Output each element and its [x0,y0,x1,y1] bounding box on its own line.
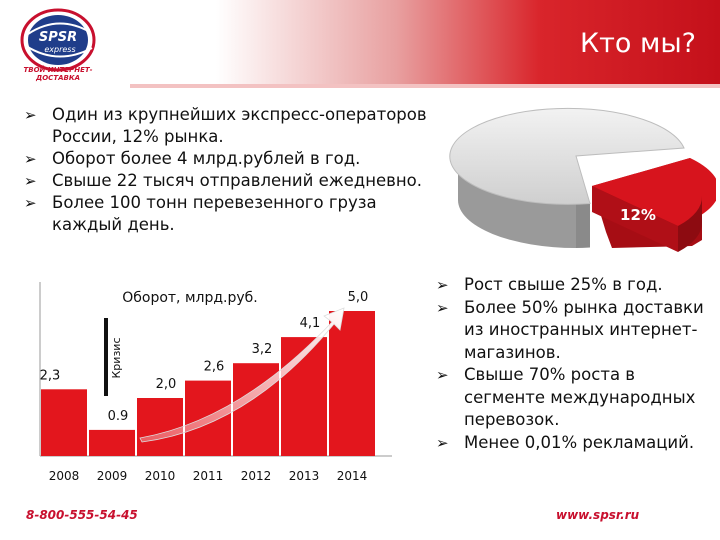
arrow-bullet-icon: ➢ [436,276,449,294]
arrow-bullet-icon: ➢ [24,194,37,212]
value-label: 5,0 [348,290,369,305]
list-item: ➢ Свыше 22 тысяч отправлений ежедневно. [24,171,422,190]
x-tick-label: 2014 [337,469,368,483]
bar-2014 [329,311,375,456]
list-item: ➢ Один из крупнейших экспресс-операторов … [24,105,427,146]
x-tick-label: 2013 [289,469,320,483]
value-label: 4,1 [300,316,321,331]
arrow-bullet-icon: ➢ [24,172,37,190]
x-tick-label: 2012 [241,469,272,483]
list-item: ➢ Рост свыше 25% в год. [436,274,716,297]
footer-phone[interactable]: 8-800-555-54-45 [26,508,138,522]
bar-2009 [89,429,135,456]
logo-caption: ТВОЙ ИНТЕРНЕТ-ДОСТАВКА [23,66,93,82]
left-bullet-list: ➢ Один из крупнейших экспресс-операторов … [24,104,434,236]
market-share-pie: 12% [449,107,716,252]
turnover-bar-chart: Кризис Оборот, млрд.руб. 2008 2009 2010 201… [39,282,392,483]
footer-url-link[interactable]: www.spsr.ru [556,508,640,522]
value-label: 2,6 [204,360,225,375]
arrow-bullet-icon: ➢ [24,106,37,124]
arrow-bullet-icon: ➢ [436,298,449,317]
svg-text:SPSR: SPSR [39,30,77,45]
x-tick-label: 2008 [49,469,80,483]
bar-2008 [41,389,87,456]
header-banner [0,0,720,88]
list-item: ➢ Свыше 70% роста в сегменте международны… [436,365,696,429]
x-axis-labels: 2008 2009 2010 2011 2012 2013 2014 [49,469,368,483]
crisis-marker [104,318,108,396]
arrow-bullet-icon: ➢ [24,150,37,168]
x-tick-label: 2011 [193,469,224,483]
bar-2010 [137,398,183,456]
list-item: ➢ Более 100 тонн перевезенного груза кажд… [24,193,377,234]
x-tick-label: 2010 [145,469,176,483]
growth-arrow-icon [139,307,345,443]
right-bullet-list: ➢ Рост свыше 25% в год. ➢ Более 50% рынка … [436,274,716,454]
arrow-bullet-icon: ➢ [436,433,449,452]
list-item: ➢ Менее 0,01% рекламаций. [436,432,716,455]
crisis-annotation: Кризис [110,338,123,379]
list-item: ➢ Более 50% рынка доставки из иностранных… [436,297,704,362]
value-label: 2,3 [40,368,61,383]
spsr-logo: SPSR express [20,8,96,72]
page-title: Кто мы? [579,28,696,59]
chart-title: Оборот, млрд.руб. [122,290,258,306]
list-item: ➢ Оборот более 4 млрд.рублей в год. [24,149,361,168]
value-label: 2,0 [156,377,177,392]
svg-text:express: express [44,45,75,54]
value-label: 3,2 [252,342,273,357]
x-tick-label: 2009 [97,469,128,483]
arrow-bullet-icon: ➢ [436,366,449,384]
value-labels: 2,3 0.9 2,0 2,6 3,2 4,1 5,0 [40,290,369,424]
value-label: 0.9 [108,409,129,424]
pie-share-label: 12% [620,206,656,224]
